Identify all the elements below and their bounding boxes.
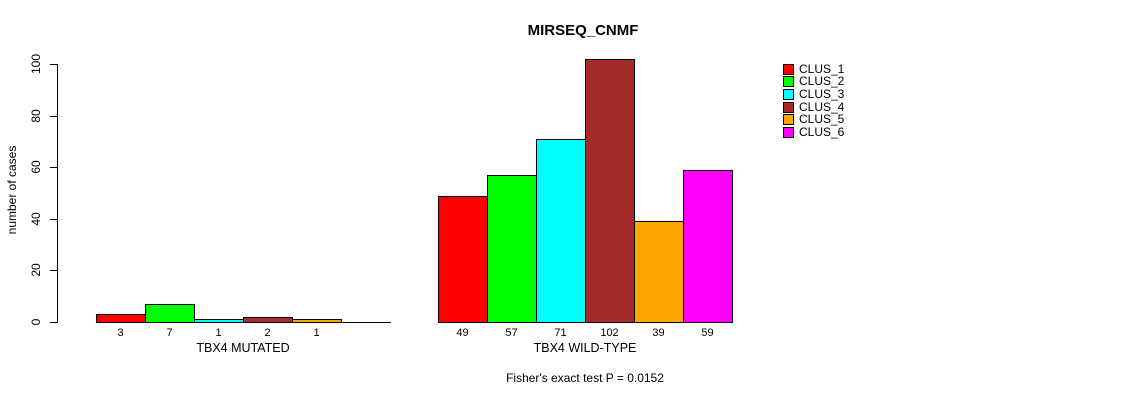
legend: CLUS_1 CLUS_2 CLUS_3 CLUS_4 CLUS_5 CLUS_6: [783, 63, 844, 139]
bar-value-label: 49: [456, 327, 469, 339]
y-tick-label: 40: [29, 212, 43, 226]
annotation-text: Fisher's exact test P = 0.0152: [506, 371, 664, 385]
y-tick-label: 60: [29, 160, 43, 174]
legend-item: CLUS_4: [783, 101, 844, 114]
bar-value-label: 57: [505, 327, 518, 339]
bar-value-label: 7: [166, 327, 173, 339]
bar-CLUS_6: [683, 170, 733, 323]
legend-swatch: [783, 63, 794, 75]
legend-swatch: [783, 101, 794, 113]
bar-CLUS_4: [585, 59, 635, 323]
y-tick: [50, 270, 57, 271]
legend-item: CLUS_1: [783, 63, 844, 76]
bar-value-label: 71: [554, 327, 567, 339]
y-axis: [57, 64, 58, 323]
legend-swatch: [783, 88, 794, 100]
y-tick-label: 20: [29, 263, 43, 277]
y-tick: [50, 64, 57, 65]
bar-CLUS_2: [145, 304, 195, 323]
bar-CLUS_1: [438, 196, 488, 323]
legend-label: CLUS_3: [799, 86, 845, 101]
y-tick-label: 80: [29, 109, 43, 123]
legend-swatch: [783, 114, 794, 126]
bar-CLUS_5: [634, 221, 684, 323]
bar-CLUS_3: [536, 139, 586, 323]
legend-label: CLUS_6: [799, 124, 845, 139]
group-label: TBX4 WILD-TYPE: [533, 341, 637, 355]
legend-swatch: [783, 126, 794, 138]
bar-CLUS_2: [487, 175, 537, 323]
y-tick-label: 0: [29, 318, 43, 326]
legend-item: CLUS_5: [783, 113, 844, 126]
bar-value-label: 39: [652, 327, 665, 339]
bar-value-label: 1: [313, 327, 320, 339]
legend-item: CLUS_3: [783, 88, 844, 101]
bar-CLUS_5: [292, 319, 342, 323]
y-tick: [50, 116, 57, 117]
legend-swatch: [783, 76, 794, 88]
bar-value-label: 1: [215, 327, 222, 339]
chart-title: MIRSEQ_CNMF: [527, 22, 639, 39]
bar-value-label: 59: [701, 327, 714, 339]
legend-label: CLUS_2: [799, 74, 845, 89]
legend-label: CLUS_5: [799, 112, 845, 127]
bar-value-label: 102: [600, 327, 619, 339]
y-tick: [50, 167, 57, 168]
y-axis-label: number of cases: [5, 145, 19, 235]
group-label: TBX4 MUTATED: [196, 341, 290, 355]
y-tick: [50, 219, 57, 220]
legend-item: CLUS_2: [783, 74, 845, 89]
legend-label: CLUS_4: [799, 99, 845, 114]
bar-CLUS_1: [96, 314, 146, 323]
y-tick: [50, 322, 57, 323]
y-tick-label: 100: [29, 53, 43, 75]
bar-CLUS_4: [243, 317, 293, 323]
bar-CLUS_3: [194, 319, 244, 323]
legend-item: CLUS_6: [783, 126, 844, 139]
legend-label: CLUS_1: [799, 61, 845, 76]
bar-value-label: 3: [117, 327, 124, 339]
bar-value-label: 2: [264, 327, 271, 339]
